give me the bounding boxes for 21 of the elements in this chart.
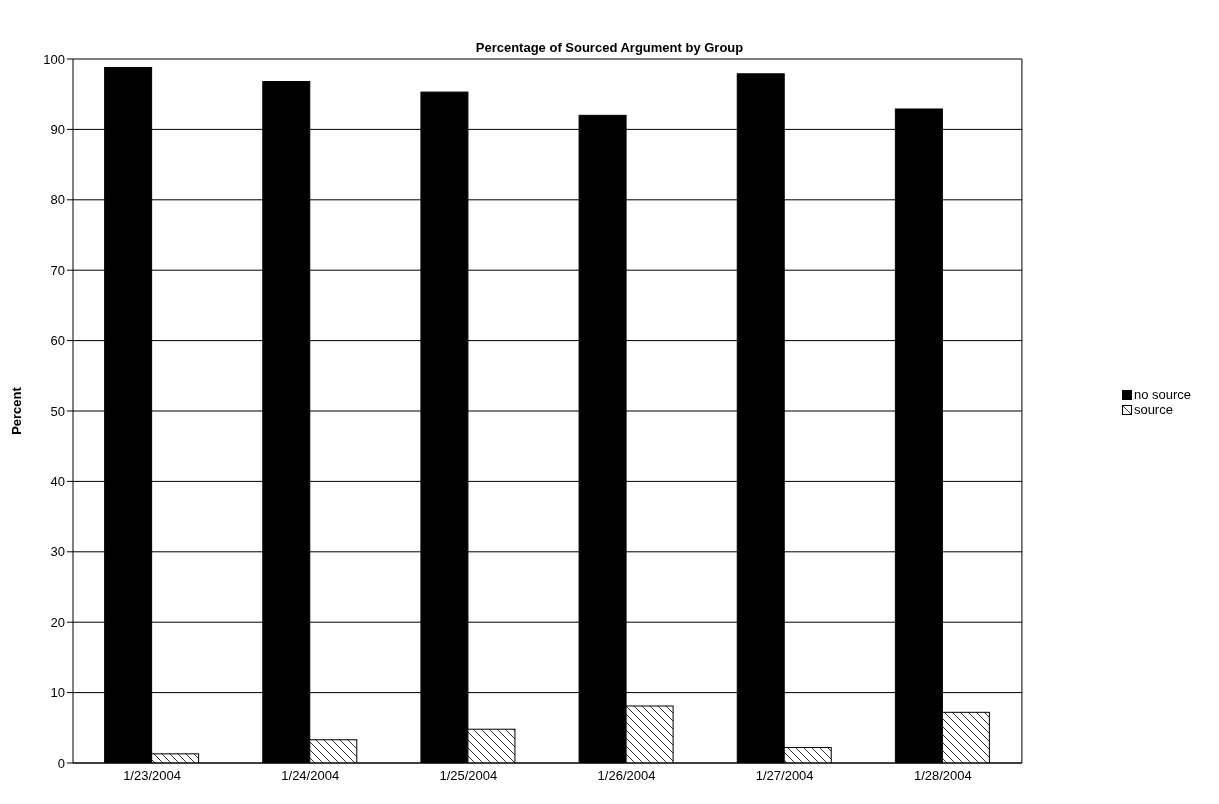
x-tick-label: 1/23/2004 bbox=[123, 768, 181, 784]
y-tick-label: 0 bbox=[57, 755, 65, 771]
y-tick-label: 20 bbox=[50, 614, 65, 630]
y-tick-label: 90 bbox=[50, 122, 65, 138]
legend-label: source bbox=[1133, 402, 1173, 417]
legend-label: no source bbox=[1133, 387, 1191, 402]
y-tick-label: 100 bbox=[43, 51, 65, 67]
x-tick-label: 1/26/2004 bbox=[597, 768, 656, 784]
x-tick-label: 1/28/2004 bbox=[913, 768, 972, 784]
y-tick-label: 80 bbox=[50, 192, 65, 208]
x-tick-label: 1/25/2004 bbox=[439, 768, 498, 784]
x-tick-label: 1/27/2004 bbox=[755, 768, 814, 784]
y-tick-label: 70 bbox=[50, 262, 65, 278]
y-axis-title: Percent bbox=[8, 386, 24, 435]
y-tick-label: 10 bbox=[50, 685, 65, 701]
y-tick-label: 60 bbox=[50, 333, 65, 349]
x-tick-label: 1/24/2004 bbox=[281, 768, 340, 784]
y-tick-label: 40 bbox=[50, 474, 65, 490]
y-tick-label: 30 bbox=[50, 544, 65, 560]
chart-title: Percentage of Sourced Argument by Group bbox=[474, 40, 745, 55]
y-tick-label: 50 bbox=[50, 403, 65, 419]
